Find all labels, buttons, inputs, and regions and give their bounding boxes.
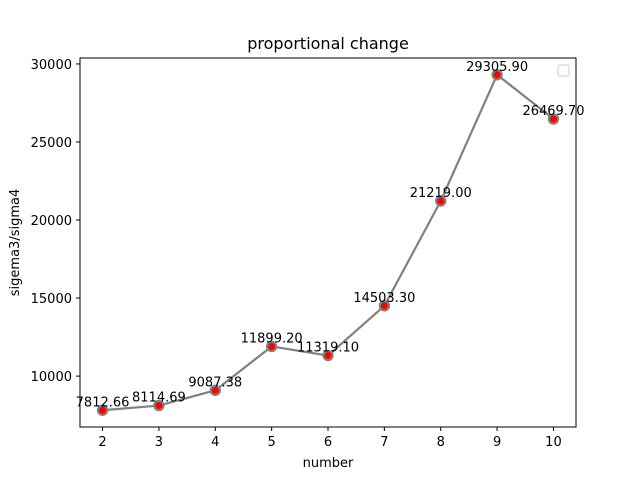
data-label: 11319.10: [297, 341, 359, 356]
data-point: [435, 195, 447, 207]
x-tick-label: 4: [211, 435, 219, 450]
data-label: 26469.70: [522, 104, 584, 119]
data-point: [96, 404, 109, 416]
x-tick-label: 3: [155, 435, 163, 450]
x-axis: 2 3 4 5 6 7 8 9 10: [98, 427, 562, 450]
data-label: 8114.69: [132, 391, 186, 406]
chart-title: proportional change: [247, 34, 409, 53]
data-label: 9087.38: [188, 375, 242, 390]
y-tick-label: 10000: [31, 370, 72, 385]
x-tick-label: 7: [380, 435, 388, 450]
data-point: [322, 349, 334, 362]
plot-frame: [79, 57, 577, 428]
x-tick-label: 8: [437, 435, 445, 450]
data-point: [209, 384, 221, 397]
data-label: 7812.66: [76, 395, 130, 410]
data-point: [491, 69, 503, 81]
data-point: [153, 399, 165, 412]
legend-box: [557, 64, 570, 77]
x-axis-label: number: [303, 456, 354, 471]
data-point: [265, 340, 278, 353]
data-point: [547, 113, 560, 125]
x-tick-label: 2: [98, 435, 106, 450]
data-label: 21219.00: [410, 186, 472, 201]
y-tick-label: 20000: [31, 214, 72, 229]
data-label: 29305.90: [466, 60, 528, 75]
data-point: [378, 300, 391, 312]
y-axis-label: sigema3/sigma4: [8, 189, 23, 296]
x-tick-label: 9: [493, 435, 501, 450]
x-tick-label: 6: [324, 435, 332, 450]
y-axis: 10000 15000 20000 25000 30000: [31, 58, 80, 385]
x-tick-label: 10: [545, 435, 562, 450]
data-label: 11899.20: [241, 331, 303, 346]
y-tick-label: 25000: [31, 136, 72, 151]
x-tick-label: 5: [267, 435, 275, 450]
y-tick-label: 30000: [31, 58, 72, 73]
data-label: 14503.30: [353, 291, 415, 306]
y-tick-label: 15000: [31, 292, 72, 307]
